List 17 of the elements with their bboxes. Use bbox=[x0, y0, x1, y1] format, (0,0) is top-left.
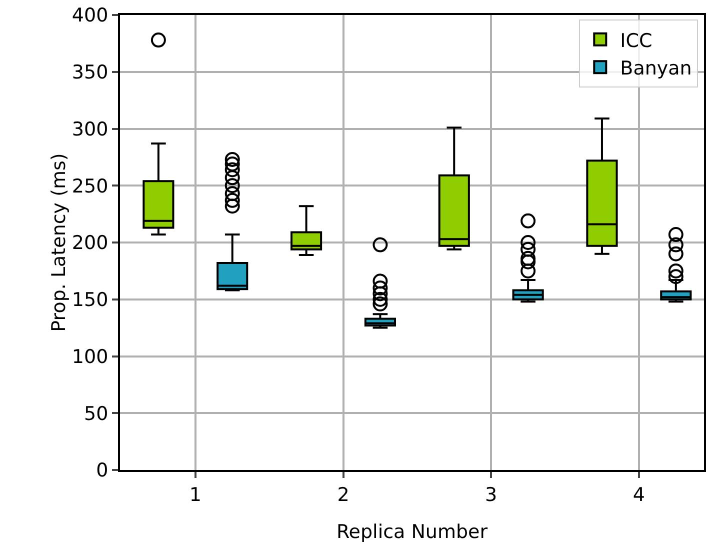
y-tick-label: 200 bbox=[72, 232, 108, 254]
legend-label: Banyan bbox=[620, 58, 692, 80]
y-axis-title: Prop. Latency (ms) bbox=[48, 153, 70, 332]
x-tick-label: 3 bbox=[485, 484, 498, 506]
y-tick-label: 250 bbox=[72, 175, 108, 198]
x-tick-label: 2 bbox=[337, 484, 350, 506]
x-tick-label: 4 bbox=[632, 484, 645, 506]
legend-label: ICC bbox=[620, 30, 652, 52]
y-tick-label: 100 bbox=[72, 346, 108, 368]
y-tick-label: 400 bbox=[72, 4, 108, 27]
x-tick-label: 1 bbox=[189, 484, 202, 506]
y-tick-label: 0 bbox=[96, 460, 108, 482]
y-tick-label: 350 bbox=[72, 62, 108, 84]
y-tick-label: 150 bbox=[72, 289, 108, 312]
x-axis-title: Replica Number bbox=[336, 521, 488, 543]
y-tick-label: 50 bbox=[84, 402, 108, 425]
y-tick-label: 300 bbox=[72, 118, 108, 140]
